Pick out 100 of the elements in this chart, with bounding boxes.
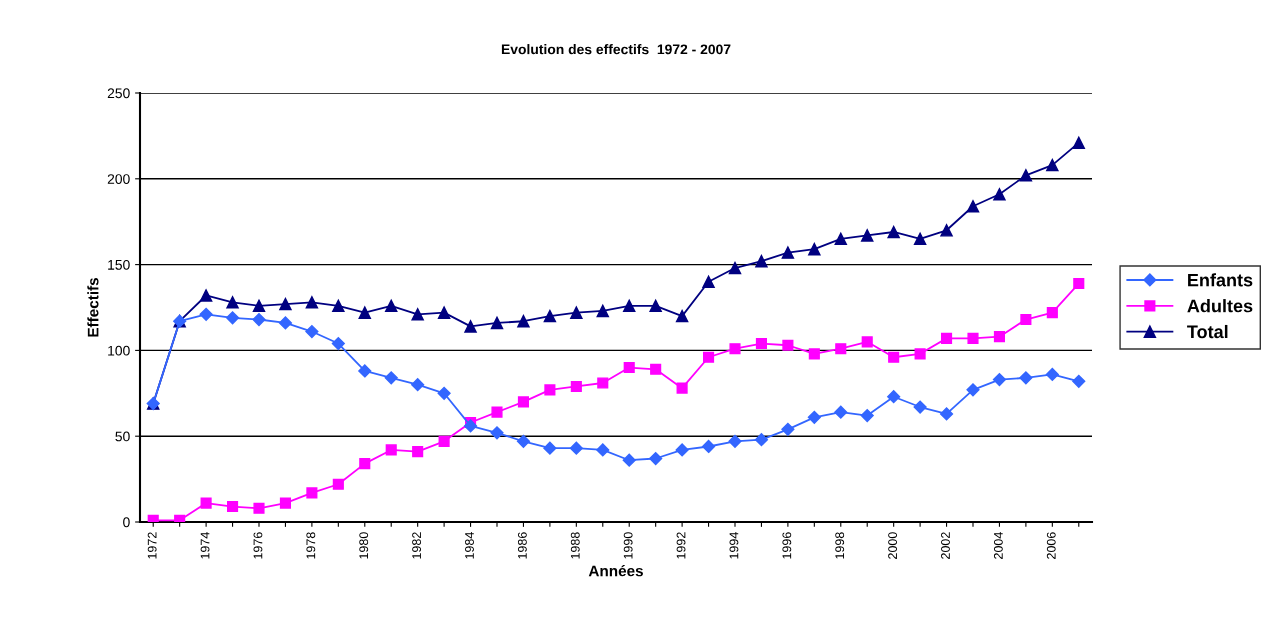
point — [1072, 136, 1086, 150]
point — [543, 441, 557, 455]
point — [860, 409, 874, 423]
point — [781, 246, 795, 259]
x-tick-label: 1976 — [253, 532, 263, 559]
point — [226, 296, 239, 309]
point — [279, 497, 292, 509]
point — [463, 419, 478, 433]
point — [781, 422, 795, 436]
point — [807, 410, 821, 424]
point — [887, 225, 900, 239]
point — [835, 343, 847, 355]
point — [1072, 374, 1086, 388]
point — [252, 312, 266, 327]
point — [649, 451, 663, 466]
point — [411, 308, 424, 321]
x-tick-label: 1974 — [200, 532, 210, 559]
point — [808, 242, 821, 256]
y-tick-label: 100 — [108, 345, 130, 356]
point — [305, 324, 319, 339]
x-tick-label: 1978 — [306, 532, 316, 559]
x-tick-label: 1998 — [835, 532, 845, 559]
point — [1019, 169, 1033, 182]
point — [888, 351, 900, 363]
point — [384, 371, 398, 385]
x-tick-label: 2002 — [941, 532, 950, 559]
point — [1046, 158, 1059, 172]
point — [305, 296, 319, 309]
point — [860, 229, 874, 242]
x-tick-label: 1988 — [570, 532, 580, 559]
point — [252, 299, 266, 313]
point — [914, 348, 926, 360]
point — [358, 364, 372, 378]
point — [966, 200, 980, 213]
point — [913, 232, 927, 246]
x-tick-label: 1992 — [676, 532, 686, 559]
point — [834, 232, 848, 246]
point — [993, 331, 1006, 343]
point — [729, 343, 741, 355]
x-tick-label: 1994 — [729, 532, 739, 559]
point — [939, 407, 954, 421]
legend-label: Total — [1187, 324, 1228, 339]
point — [570, 380, 582, 392]
point — [570, 306, 583, 319]
x-tick-label: 1990 — [623, 532, 633, 559]
point — [702, 351, 715, 363]
point — [702, 275, 715, 289]
point — [676, 382, 688, 394]
point — [1045, 367, 1059, 382]
point — [438, 435, 450, 447]
point — [675, 443, 689, 457]
y-tick-label: 200 — [107, 174, 130, 184]
point — [1046, 307, 1058, 319]
point — [597, 377, 609, 389]
y-tick-label: 150 — [108, 259, 130, 270]
point — [1073, 277, 1085, 290]
point — [992, 372, 1007, 387]
point — [490, 316, 504, 330]
point — [437, 306, 451, 319]
point — [332, 299, 345, 313]
y-tick-label: 50 — [115, 431, 130, 442]
point — [650, 363, 662, 375]
point — [226, 500, 239, 513]
point — [516, 434, 531, 448]
point — [1020, 313, 1032, 326]
point — [491, 406, 503, 418]
point — [834, 405, 848, 419]
point — [622, 453, 636, 467]
point — [966, 383, 980, 397]
point — [544, 384, 556, 396]
x-axis-title: Années — [588, 564, 643, 577]
point — [596, 304, 610, 318]
point — [754, 433, 769, 447]
point — [596, 443, 610, 457]
point — [808, 348, 820, 360]
point — [464, 320, 477, 333]
point — [887, 390, 901, 404]
point — [411, 378, 425, 392]
x-tick-label: 1982 — [412, 532, 422, 559]
x-tick-label: 1980 — [359, 532, 369, 559]
point — [358, 306, 372, 319]
point — [649, 299, 662, 313]
point — [675, 309, 689, 323]
point — [437, 386, 451, 400]
x-tick-label: 1996 — [782, 532, 792, 559]
point — [940, 224, 953, 237]
point — [331, 336, 345, 351]
point — [490, 426, 504, 440]
point — [993, 187, 1006, 201]
y-axis-title: Effectifs — [87, 277, 99, 337]
point — [278, 316, 293, 330]
point — [569, 441, 583, 455]
x-tick-label: 2006 — [1046, 532, 1056, 559]
point — [543, 309, 557, 323]
chart-title: Evolution des effectifs 1972 - 2007 — [501, 44, 731, 55]
point — [306, 487, 318, 499]
point — [755, 337, 768, 350]
y-tick-label: 250 — [107, 88, 130, 99]
point — [359, 458, 371, 470]
point — [225, 311, 240, 325]
